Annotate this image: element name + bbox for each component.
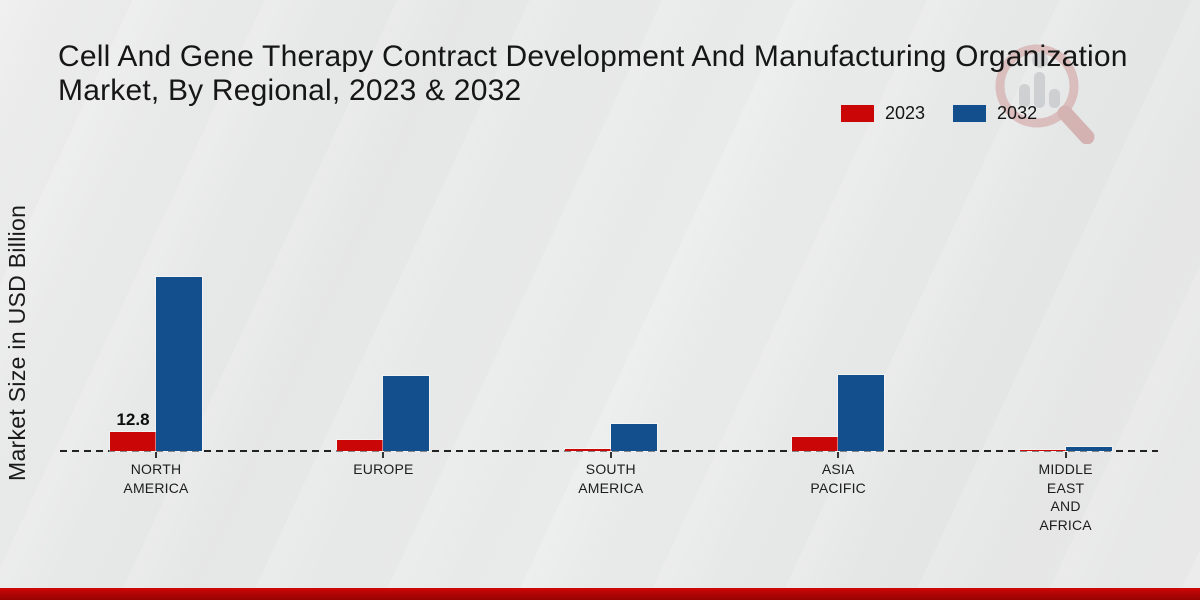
- legend-item-2023: 2023: [841, 103, 925, 124]
- footer-accent-bar: [0, 588, 1200, 600]
- legend-swatch-2032: [953, 105, 987, 122]
- legend-label-2032: 2032: [997, 103, 1038, 123]
- watermark-logo: [995, 44, 1095, 144]
- category-label-south-america: SOUTH AMERICA: [578, 461, 644, 496]
- bar-2023-europe: [337, 440, 384, 451]
- data-label-2023-north-america: 12.8: [116, 410, 150, 429]
- bar-2032-asia-pacific: [838, 374, 885, 451]
- bar-2023-north-america: [110, 432, 156, 451]
- x-axis-tick-south-america: [609, 452, 612, 458]
- x-axis-tick-europe: [382, 452, 385, 458]
- chart-title: Cell And Gene Therapy Contract Developme…: [58, 40, 1128, 108]
- bar-2032-south-america: [610, 424, 657, 451]
- bar-2032-middle-east-and-africa: [1065, 446, 1112, 451]
- bar-figure-icon: [1019, 52, 1060, 108]
- bar-2023-asia-pacific: [792, 437, 839, 451]
- x-axis-tick-asia-pacific: [837, 452, 840, 458]
- category-label-north-america: NORTH AMERICA: [123, 461, 189, 496]
- bar-2023-south-america: [564, 448, 611, 451]
- bar-2032-europe: [383, 376, 430, 451]
- category-label-europe: EUROPE: [353, 461, 414, 477]
- legend-label-2023: 2023: [885, 103, 926, 123]
- category-label-middle-east-and-africa: MIDDLE EAST AND AFRICA: [1038, 461, 1093, 533]
- legend-item-2032: 2032: [953, 103, 1037, 124]
- zero-baseline: [60, 450, 1158, 452]
- x-axis-tick-middle-east-and-africa: [1064, 452, 1067, 458]
- chart-title-line2: Market, By Regional, 2023 & 2032: [58, 74, 522, 107]
- bar-2032-north-america: [156, 277, 202, 451]
- bar-2023-middle-east-and-africa: [1019, 449, 1066, 451]
- category-label-asia-pacific: ASIA PACIFIC: [810, 461, 866, 496]
- x-axis-tick-north-america: [155, 452, 157, 458]
- magnifier-icon: [995, 44, 1095, 144]
- legend: 2023 2032: [841, 103, 1037, 124]
- chart-title-line1: Cell And Gene Therapy Contract Developme…: [58, 40, 1128, 73]
- legend-swatch-2023: [841, 105, 874, 122]
